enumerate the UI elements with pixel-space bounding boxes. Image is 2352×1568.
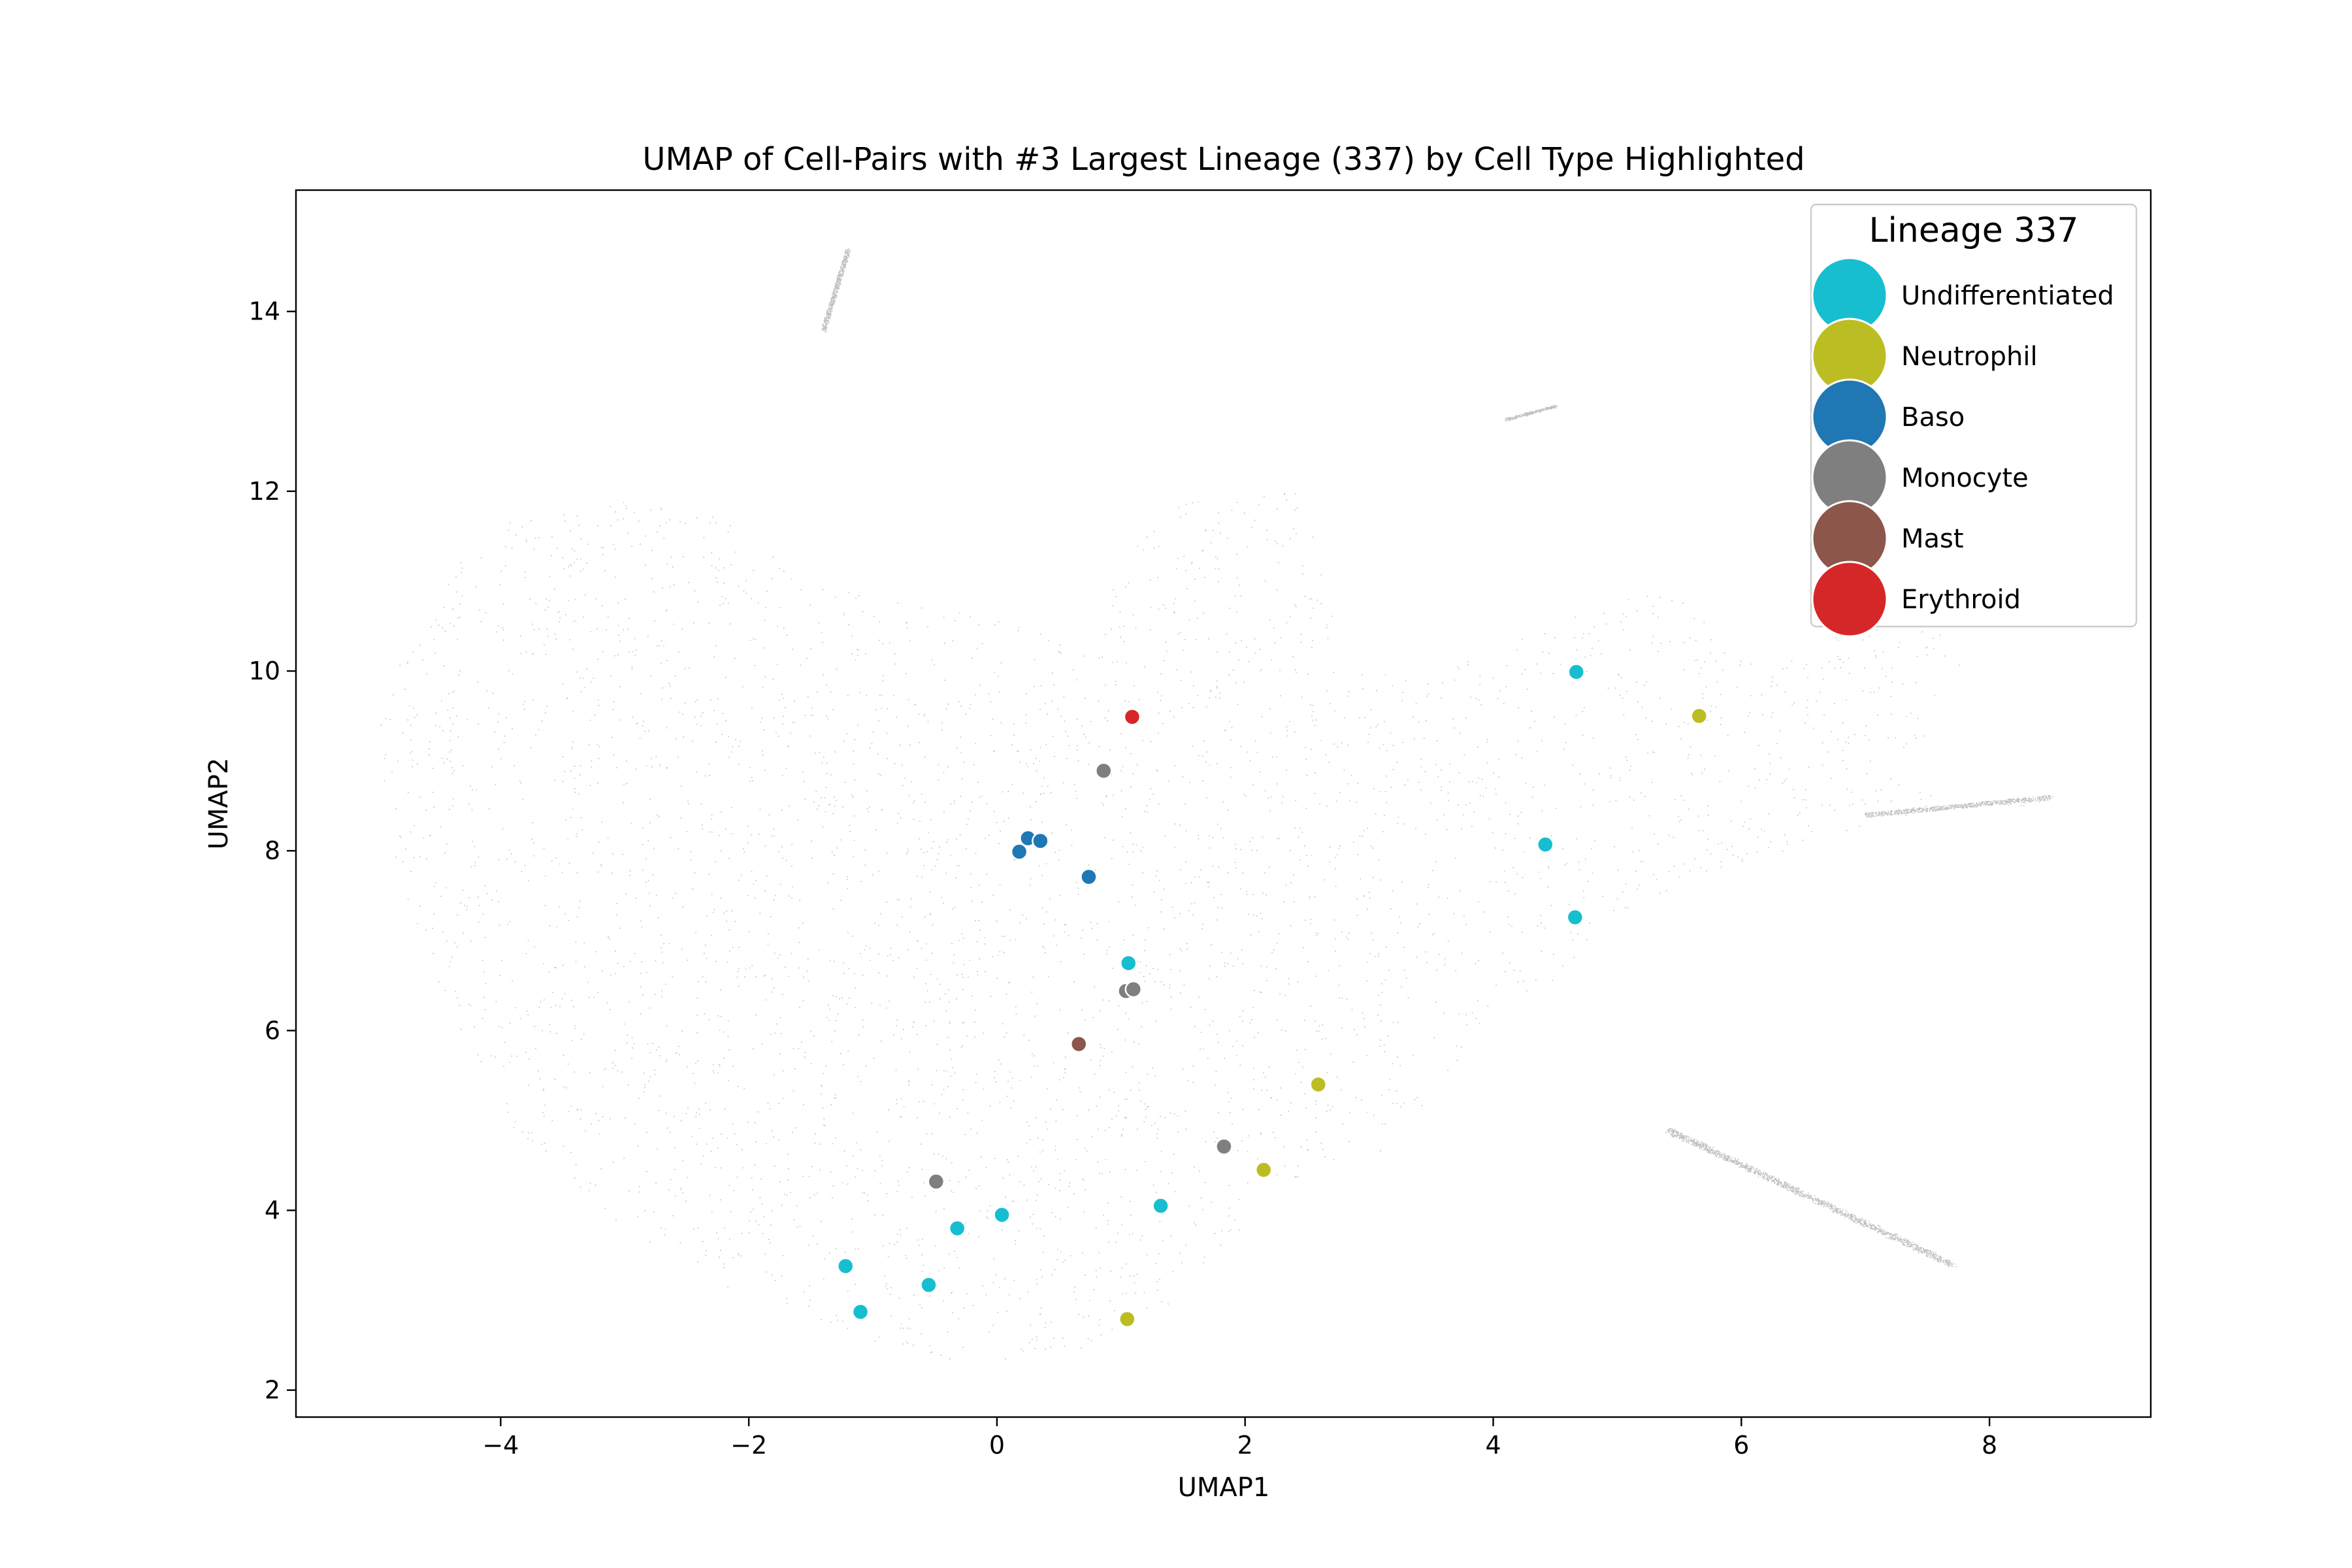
- point-undifferentiated: [851, 1303, 870, 1321]
- legend-label-monocyte: Monocyte: [1901, 463, 2029, 493]
- x-tick-label: −4: [482, 1431, 519, 1460]
- legend-entries: Undifferentiated Neutrophil Baso Monocyte Ma…: [1811, 257, 2114, 638]
- point-monocyte: [927, 1173, 945, 1190]
- legend-label-neutrophil: Neutrophil: [1901, 342, 2038, 372]
- point-neutrophil: [1309, 1075, 1328, 1094]
- y-tick-label: 6: [265, 1016, 280, 1045]
- point-undifferentiated: [1537, 836, 1554, 853]
- point-neutrophil: [1690, 707, 1708, 725]
- point-baso: [1010, 843, 1028, 860]
- x-tick-label: 6: [1733, 1431, 1749, 1460]
- point-undifferentiated: [1119, 954, 1137, 972]
- point-monocyte: [1094, 762, 1113, 780]
- point-undifferentiated: [920, 1276, 938, 1294]
- y-axis-ticks: 2 4 6 8 10 12 14: [249, 297, 296, 1405]
- legend-label-mast: Mast: [1901, 524, 1964, 554]
- y-tick-label: 4: [265, 1196, 280, 1225]
- legend-marker-erythroid: [1811, 561, 1888, 638]
- y-tick-label: 2: [265, 1376, 280, 1405]
- legend-title: Lineage 337: [1869, 211, 2078, 250]
- y-tick-label: 12: [249, 477, 280, 506]
- point-undifferentiated: [1566, 908, 1584, 926]
- lineage-points-layer: [837, 663, 1708, 1328]
- point-baso: [1032, 832, 1049, 850]
- y-tick-label: 8: [265, 836, 280, 865]
- point-baso: [1080, 868, 1098, 886]
- y-axis-label: UMAP2: [204, 758, 234, 850]
- y-tick-label: 10: [249, 657, 280, 685]
- legend-frame: [1810, 203, 2138, 628]
- legend-label-baso: Baso: [1901, 402, 1965, 433]
- point-neutrophil: [1119, 1310, 1136, 1328]
- point-undifferentiated: [837, 1257, 855, 1275]
- legend-label-erythroid: Erythroid: [1901, 585, 2021, 615]
- x-tick-label: 2: [1237, 1431, 1253, 1460]
- point-monocyte: [1124, 980, 1143, 998]
- chart-title: UMAP of Cell-Pairs with #3 Largest Linea…: [642, 141, 1805, 178]
- point-undifferentiated: [1567, 663, 1586, 681]
- point-undifferentiated: [948, 1219, 966, 1237]
- point-neutrophil: [1254, 1161, 1273, 1179]
- legend-label-undifferentiated: Undifferentiated: [1901, 281, 2114, 311]
- x-axis-label: UMAP1: [1178, 1473, 1270, 1503]
- x-tick-label: −2: [730, 1431, 767, 1460]
- point-monocyte: [1215, 1137, 1233, 1156]
- y-tick-label: 14: [249, 297, 280, 326]
- point-mast: [1070, 1035, 1088, 1053]
- legend: Lineage 337 Undifferentiated Neutrophil Ba…: [1810, 203, 2138, 638]
- x-tick-label: 4: [1485, 1431, 1501, 1460]
- x-axis-ticks: −4 −2 0 2 4 6 8: [482, 1417, 1997, 1460]
- x-tick-label: 8: [1982, 1431, 1997, 1460]
- point-undifferentiated: [1152, 1197, 1169, 1215]
- point-undifferentiated: [993, 1206, 1011, 1224]
- x-tick-label: 0: [989, 1431, 1005, 1460]
- point-erythroid: [1123, 708, 1141, 726]
- plot-area-frame: [295, 189, 2152, 1418]
